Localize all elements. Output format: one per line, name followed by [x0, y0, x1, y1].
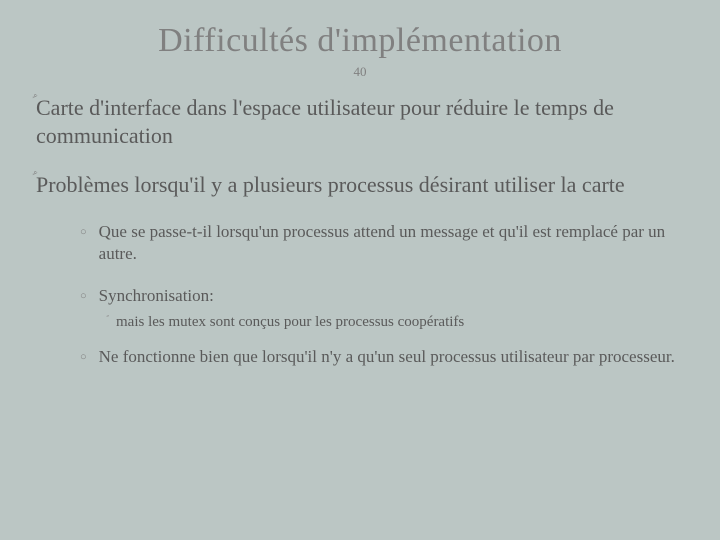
content-area: ؑ Carte d'interface dans l'espace utilis…: [0, 94, 720, 368]
circle-bullet-icon: ○: [80, 290, 87, 302]
bullet-text: Ne fonctionne bien que lorsqu'il n'y a q…: [99, 346, 675, 368]
bullet-main-1: ؑ Carte d'interface dans l'espace utilis…: [32, 94, 688, 149]
circle-bullet-icon: ○: [80, 226, 87, 238]
bullet-text: Carte d'interface dans l'espace utilisat…: [36, 94, 688, 149]
bullet-sub-3: ○ Ne fonctionne bien que lorsqu'il n'y a…: [80, 346, 688, 368]
slide-number: 40: [0, 64, 720, 80]
bullet-text: Que se passe-t-il lorsqu'un processus at…: [99, 221, 688, 265]
sub-list: ○ Que se passe-t-il lorsqu'un processus …: [80, 221, 688, 369]
bullet-text: mais les mutex sont conçus pour les proc…: [116, 313, 464, 333]
bullet-sub-2: ○ Synchronisation:: [80, 285, 688, 307]
circle-bullet-icon: ○: [80, 351, 87, 363]
bullet-sub-1: ○ Que se passe-t-il lorsqu'un processus …: [80, 221, 688, 265]
bullet-subsub-1: ؐ mais les mutex sont conçus pour les pr…: [106, 313, 688, 333]
sub-sub-list: ؐ mais les mutex sont conçus pour les pr…: [106, 313, 688, 333]
bullet-text: Problèmes lorsqu'il y a plusieurs proces…: [36, 171, 625, 199]
slide-title: Difficultés d'implémentation: [0, 0, 720, 60]
bullet-text: Synchronisation:: [99, 285, 214, 307]
bullet-main-2: ؑ Problèmes lorsqu'il y a plusieurs proc…: [32, 171, 688, 199]
